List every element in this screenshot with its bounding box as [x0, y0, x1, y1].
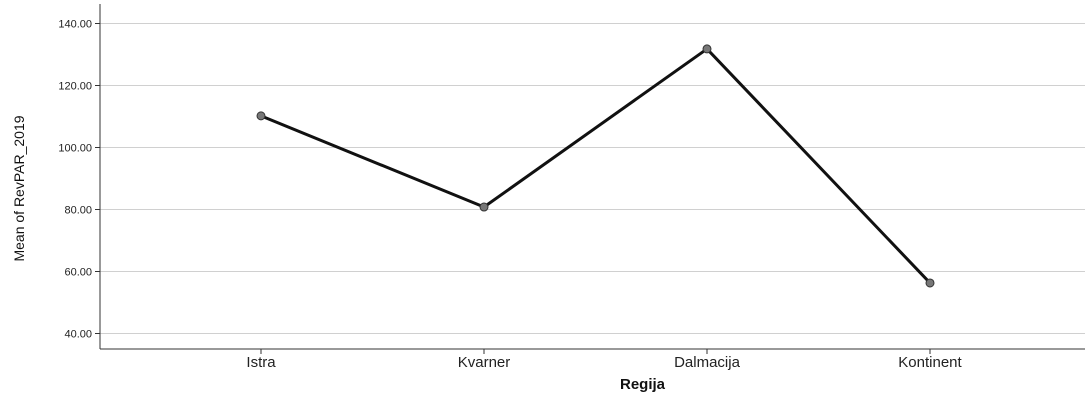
- x-tick-label: Dalmacija: [674, 354, 741, 371]
- gridlines: [100, 23, 1085, 334]
- data-point: [702, 44, 712, 54]
- y-axis-ticks: 40.00 60.00 80.00 100.00 120.00 140.00: [58, 19, 100, 341]
- x-tick-label: Kvarner: [458, 354, 511, 371]
- y-tick-label: 100.00: [58, 143, 92, 155]
- y-tick-label: 80.00: [64, 205, 92, 217]
- x-tick-label: Istra: [246, 354, 276, 371]
- series-group: [256, 44, 935, 288]
- y-tick-label: 60.00: [64, 267, 92, 279]
- y-tick-label: 40.00: [64, 329, 92, 341]
- data-point: [925, 278, 935, 288]
- y-tick-label: 140.00: [58, 19, 92, 31]
- x-tick-label: Kontinent: [898, 354, 962, 371]
- data-point: [479, 202, 489, 212]
- data-point: [256, 111, 266, 121]
- series-line: [259, 47, 932, 285]
- y-axis-title: Mean of RevPAR_2019: [11, 115, 27, 261]
- x-axis-ticks: Istra Kvarner Dalmacija Kontinent: [246, 349, 963, 371]
- y-tick-label: 120.00: [58, 81, 92, 93]
- x-axis-title: Regija: [620, 376, 666, 393]
